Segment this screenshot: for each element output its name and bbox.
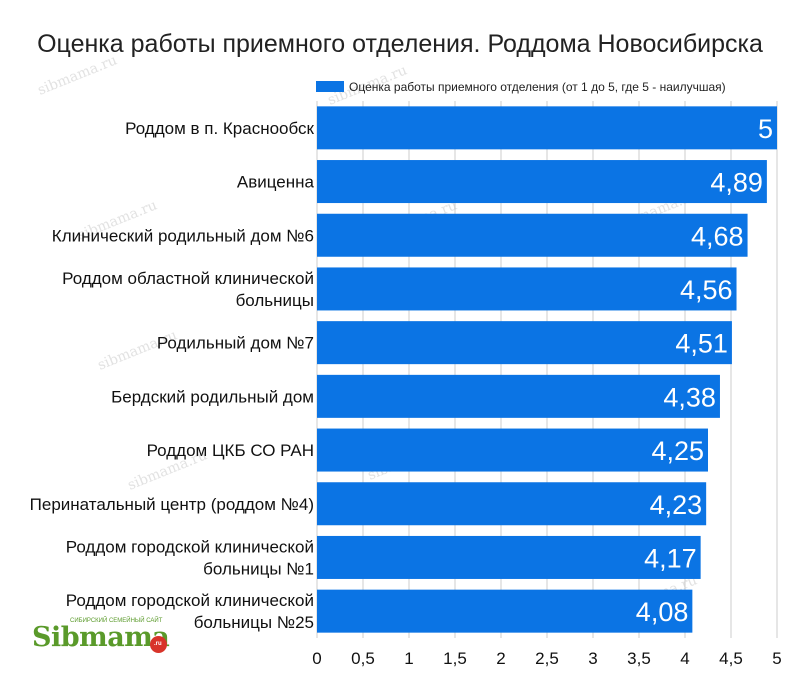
value-label: 5	[758, 114, 773, 144]
x-tick-label: 0,5	[351, 649, 375, 668]
logo-tagline: СИБИРСКИЙ СЕМЕЙНЫЙ САЙТ	[70, 618, 163, 624]
x-tick-label: 3	[588, 649, 597, 668]
value-label: 4,51	[675, 329, 728, 359]
value-label: 4,25	[651, 436, 704, 466]
x-tick-label: 4,5	[719, 649, 743, 668]
category-label: Роддом ЦКБ СО РАН	[147, 441, 314, 460]
category-labels: Роддом в п. Краснообск Авиценна Клинически…	[30, 119, 315, 632]
value-label: 4,08	[636, 597, 689, 627]
value-label: 4,56	[680, 275, 733, 305]
value-label: 4,38	[663, 382, 716, 412]
category-label: Клинический родильный дом №6	[52, 226, 314, 245]
bar	[317, 106, 777, 150]
x-axis-tick-labels: 0 0,5 1 1,5 2 2,5 3 3,5 4 4,5 5	[312, 649, 781, 668]
bar	[317, 535, 701, 579]
bar	[317, 213, 748, 257]
x-tick-label: 5	[772, 649, 781, 668]
category-label: Роддом городской клинической больницы №1	[66, 537, 314, 578]
legend: Оценка работы приемного отделения (от 1 …	[316, 80, 726, 94]
bar	[317, 482, 707, 526]
x-tick-label: 2,5	[535, 649, 559, 668]
category-label: Бердский родильный дом	[111, 387, 314, 406]
value-label: 4,23	[650, 490, 703, 520]
legend-label: Оценка работы приемного отделения (от 1 …	[349, 80, 726, 94]
x-tick-label: 1,5	[443, 649, 467, 668]
value-labels: 5 4,89 4,68 4,56 4,51 4,38 4,25 4,23 4,17 4,08	[636, 114, 773, 627]
category-label: Авиценна	[237, 173, 315, 192]
category-label: Родильный дом №7	[157, 334, 314, 353]
category-label: Роддом городской клинической больницы №25	[66, 591, 314, 632]
category-label: Роддом областной клинической больницы	[62, 269, 314, 310]
value-label: 4,17	[644, 543, 697, 573]
category-label: Роддом в п. Краснообск	[125, 119, 314, 138]
bar	[317, 267, 737, 311]
sibmama-logo: СИБИРСКИЙ СЕМЕЙНЫЙ САЙТ Sibmama .ru	[28, 618, 178, 660]
category-label: Перинатальный центр (роддом №4)	[30, 495, 314, 514]
x-tick-label: 3,5	[627, 649, 651, 668]
bar	[317, 589, 693, 633]
bars	[317, 106, 777, 633]
x-tick-label: 4	[680, 649, 689, 668]
x-tick-label: 2	[496, 649, 505, 668]
watermark-text: sibmama.ru	[36, 52, 120, 98]
logo-wordmark: Sibmama	[32, 622, 170, 653]
legend-swatch	[316, 81, 344, 92]
value-label: 4,68	[691, 221, 744, 251]
x-tick-label: 1	[404, 649, 413, 668]
chart-title: Оценка работы приемного отделения. Роддо…	[37, 30, 763, 58]
x-tick-label: 0	[312, 649, 321, 668]
logo-dot	[150, 636, 167, 653]
bar	[317, 321, 732, 365]
value-label: 4,89	[710, 168, 763, 198]
logo-domain: .ru	[154, 641, 162, 647]
bar	[317, 428, 708, 472]
bar	[317, 160, 767, 204]
bar	[317, 374, 720, 418]
